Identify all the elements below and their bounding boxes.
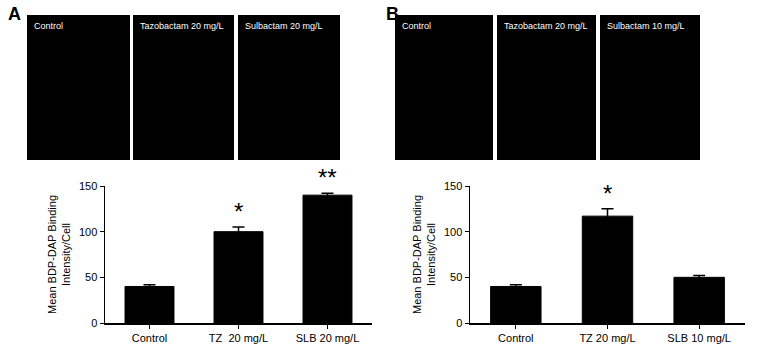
svg-text:Mean BDP-DAP BindingIntensity/: Mean BDP-DAP BindingIntensity/Cell — [411, 195, 437, 314]
svg-text:Control: Control — [132, 332, 167, 344]
svg-text:A: A — [8, 4, 21, 24]
svg-text:SLB 10 mg/L: SLB 10 mg/L — [667, 332, 731, 344]
svg-text:Control: Control — [402, 21, 431, 31]
svg-text:100: 100 — [444, 226, 462, 238]
svg-text:**: ** — [318, 164, 337, 191]
svg-text:50: 50 — [85, 271, 97, 283]
svg-text:Control: Control — [34, 21, 63, 31]
svg-text:B: B — [386, 4, 399, 24]
svg-text:TZ 20 mg/L: TZ 20 mg/L — [579, 332, 635, 344]
svg-text:*: * — [234, 198, 243, 225]
svg-text:Tazobactam 20 mg/L: Tazobactam 20 mg/L — [504, 21, 588, 31]
svg-text:50: 50 — [450, 271, 462, 283]
svg-text:0: 0 — [91, 317, 97, 329]
svg-text:Mean BDP-DAP BindingIntensity/: Mean BDP-DAP BindingIntensity/Cell — [46, 195, 72, 314]
svg-text:*: * — [603, 180, 612, 207]
svg-text:Control: Control — [498, 332, 533, 344]
svg-text:150: 150 — [444, 180, 462, 192]
svg-text:Sulbactam 10 mg/L: Sulbactam 10 mg/L — [607, 21, 685, 31]
svg-text:0: 0 — [456, 317, 462, 329]
svg-text:Sulbactam 20 mg/L: Sulbactam 20 mg/L — [245, 21, 323, 31]
svg-text:SLB 20 mg/L: SLB 20 mg/L — [296, 332, 360, 344]
svg-text:100: 100 — [79, 226, 97, 238]
svg-text:150: 150 — [79, 180, 97, 192]
svg-text:Tazobactam 20 mg/L: Tazobactam 20 mg/L — [140, 21, 224, 31]
svg-text:TZ 20 mg/L: TZ 20 mg/L — [209, 332, 268, 344]
